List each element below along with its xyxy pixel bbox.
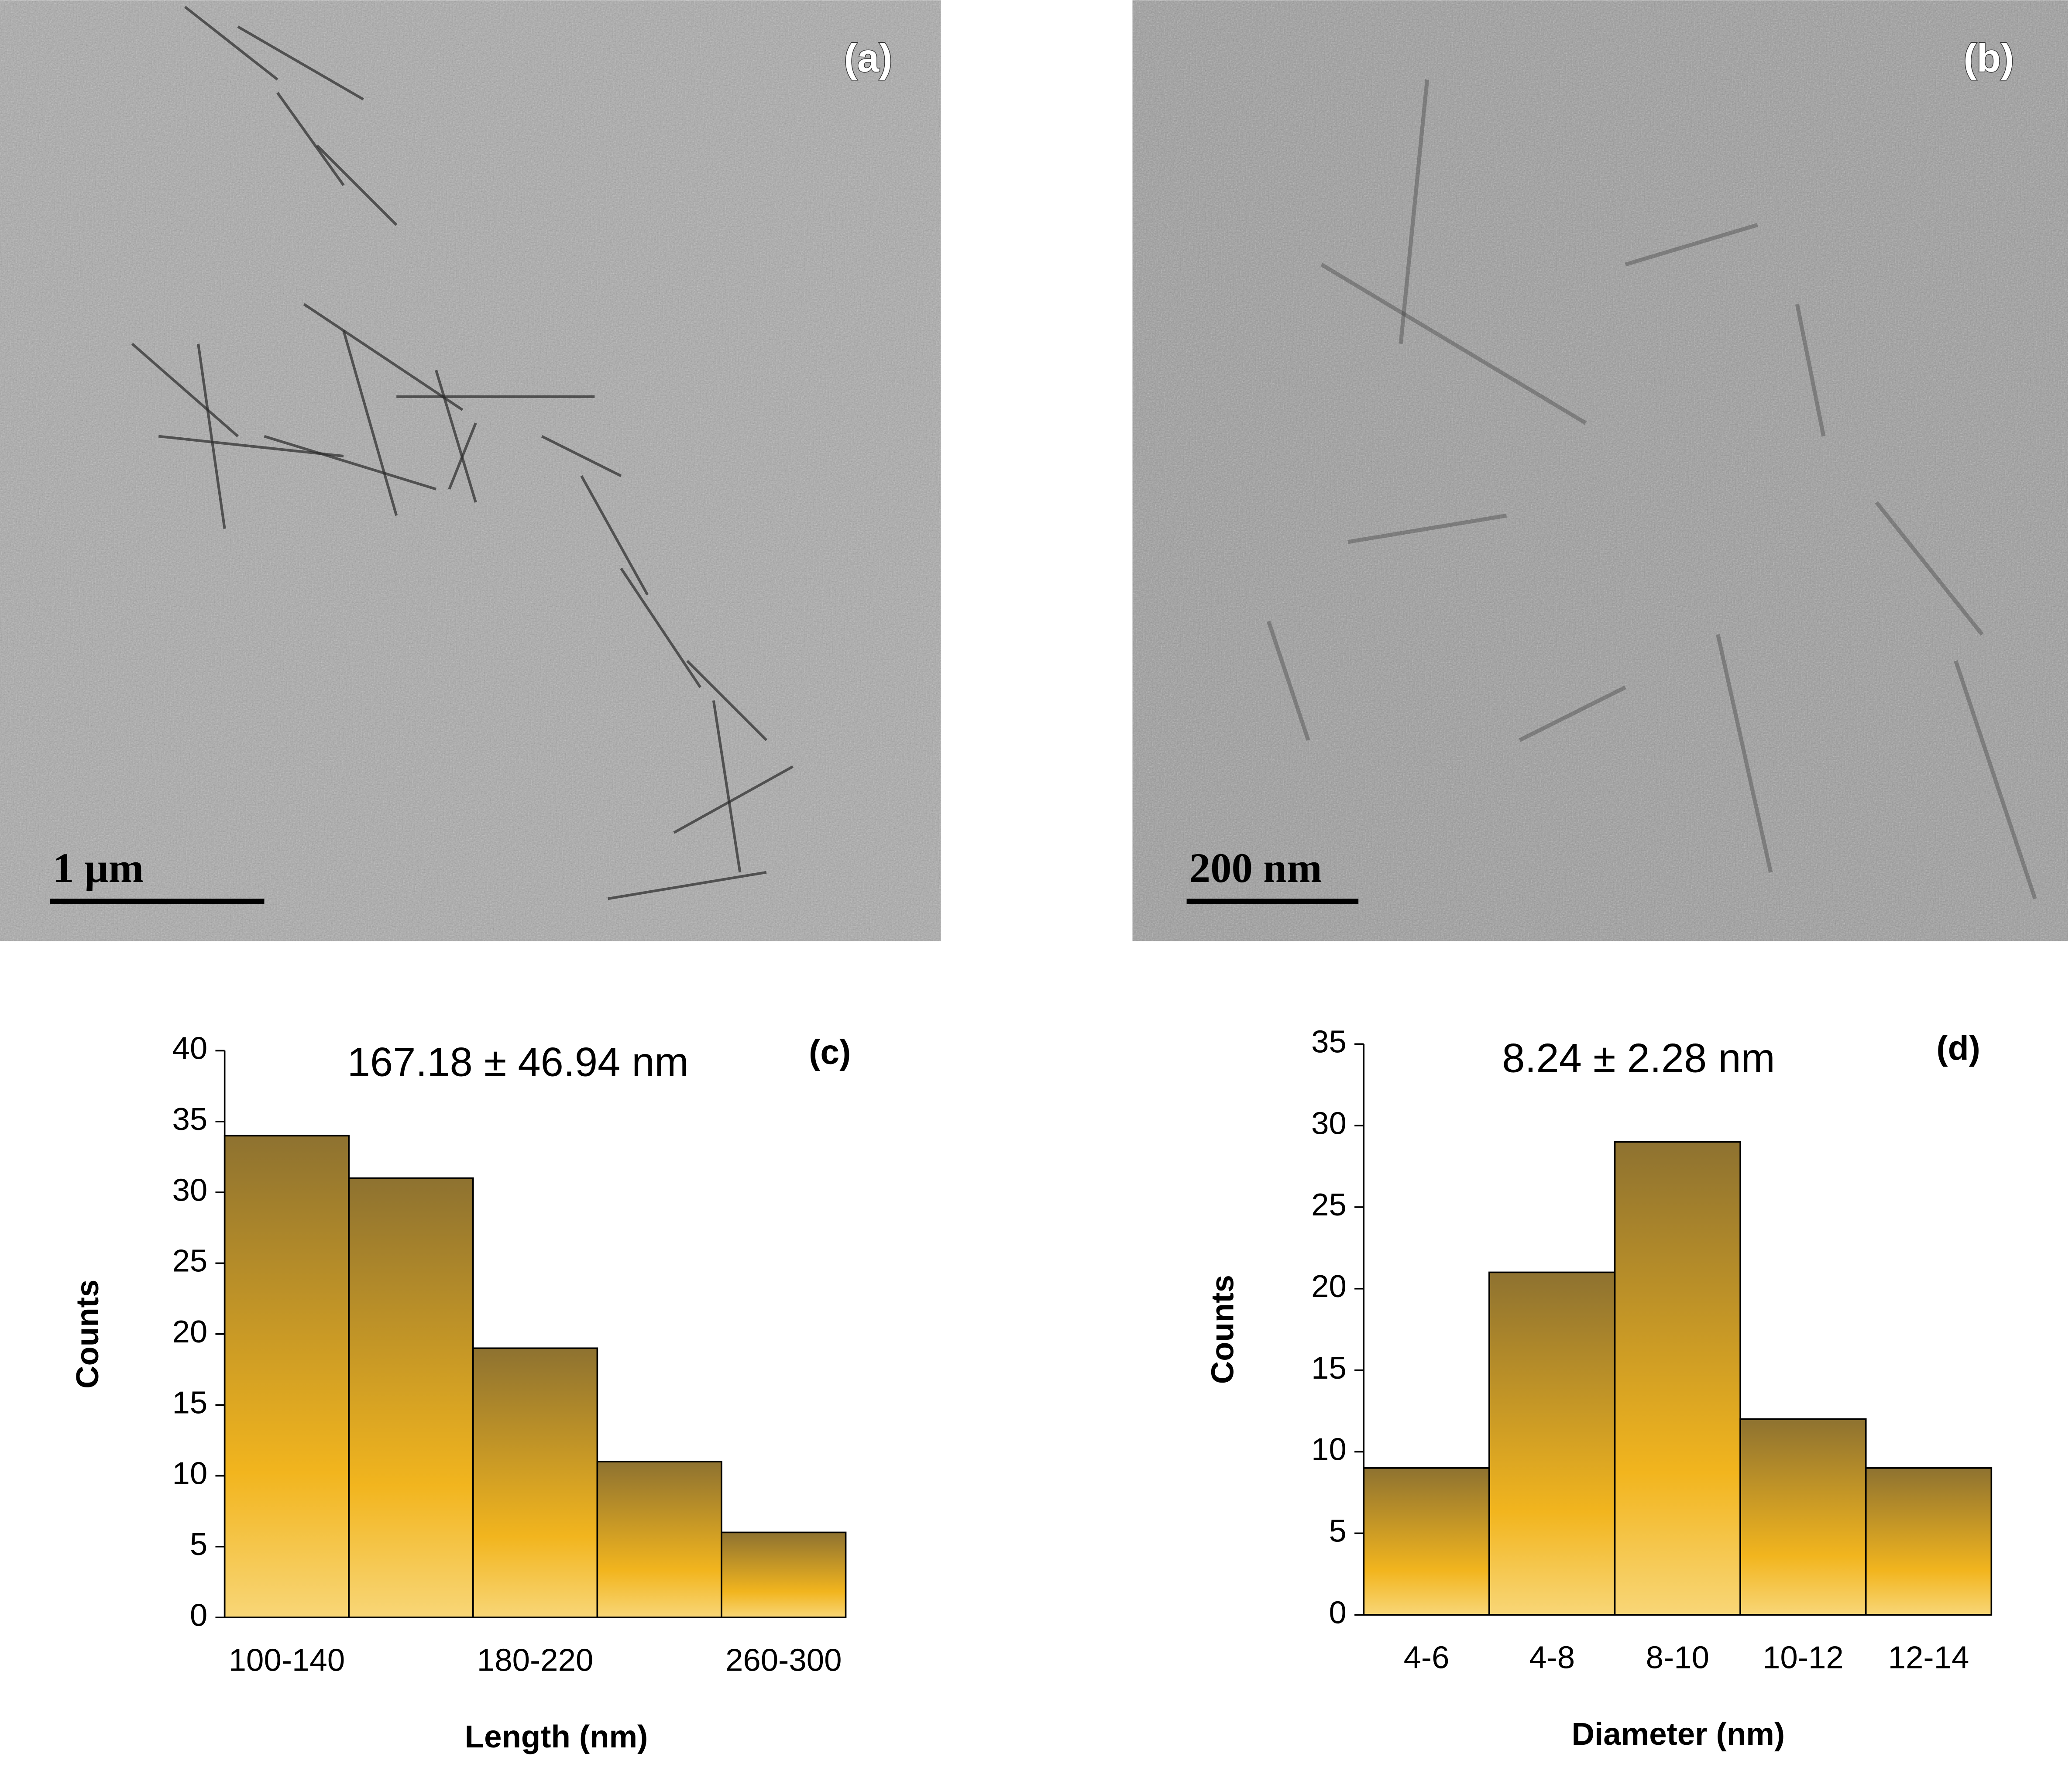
x-tick-label: 4-6 (1404, 1640, 1450, 1675)
x-tick-label: 12-14 (1888, 1640, 1969, 1675)
annotation: 8.24 ± 2.28 nm (1502, 1035, 1775, 1081)
bar (472, 1347, 598, 1619)
y-tick-label: 30 (172, 1172, 207, 1208)
x-tick-label: 180-220 (477, 1642, 594, 1678)
y-axis-title: Counts (70, 1280, 105, 1389)
panel-label: (a) (844, 36, 893, 80)
y-tick-label: 5 (190, 1527, 207, 1562)
y-tick-label: 25 (172, 1243, 207, 1279)
x-tick-label: 260-300 (725, 1642, 842, 1678)
x-tick-label: 4-8 (1529, 1640, 1575, 1675)
y-tick-label: 25 (1311, 1187, 1347, 1222)
bar (223, 1135, 350, 1619)
scale-bar-label: 200 nm (1189, 844, 1322, 891)
bar (1488, 1271, 1616, 1616)
bar (1739, 1418, 1867, 1616)
y-tick-label: 0 (1329, 1595, 1347, 1630)
x-axis-title: Length (nm) (465, 1719, 648, 1754)
bar (721, 1531, 847, 1619)
y-tick-label: 20 (1311, 1269, 1347, 1304)
bar (1865, 1467, 1993, 1616)
y-tick-label: 5 (1329, 1513, 1347, 1548)
y-tick-label: 15 (1311, 1350, 1347, 1386)
y-tick-label: 10 (1311, 1432, 1347, 1467)
scale-bar-label: 1 μm (53, 844, 144, 891)
y-tick-label: 35 (172, 1102, 207, 1137)
y-tick-label: 30 (1311, 1105, 1347, 1141)
panel-label: (d) (1936, 1029, 1980, 1067)
x-tick-label: 100-140 (229, 1642, 345, 1678)
tem-image-b: (b) 200 nm (1132, 0, 2068, 941)
y-tick-label: 0 (190, 1597, 207, 1633)
y-tick-label: 35 (1311, 1024, 1347, 1059)
panel-label: (b) (1963, 36, 2014, 80)
bar (1363, 1467, 1490, 1616)
bar (348, 1177, 474, 1619)
y-tick-label: 10 (172, 1456, 207, 1491)
panel-label: (c) (809, 1033, 851, 1071)
annotation: 167.18 ± 46.94 nm (347, 1039, 689, 1085)
bar (596, 1461, 722, 1619)
bar (1614, 1141, 1741, 1616)
x-tick-label: 8-10 (1646, 1640, 1709, 1675)
tem-image-a: (a) 1 μm (0, 0, 941, 941)
y-tick-label: 15 (172, 1385, 207, 1420)
chart: 4-6 4-8 8-10 10-12 12-14 0 5 10 15 20 25 30 35 8.24 ±… (1205, 1024, 1993, 1752)
y-axis-title: Counts (1205, 1275, 1240, 1384)
y-tick-label: 40 (172, 1031, 207, 1066)
chart: 100-140 180-220 260-300 0 5 10 15 20 25 30 35 40 167… (70, 1031, 851, 1754)
x-tick-label: 10-12 (1763, 1640, 1844, 1675)
y-tick-label: 20 (172, 1314, 207, 1349)
x-axis-title: Diameter (nm) (1572, 1716, 1785, 1752)
